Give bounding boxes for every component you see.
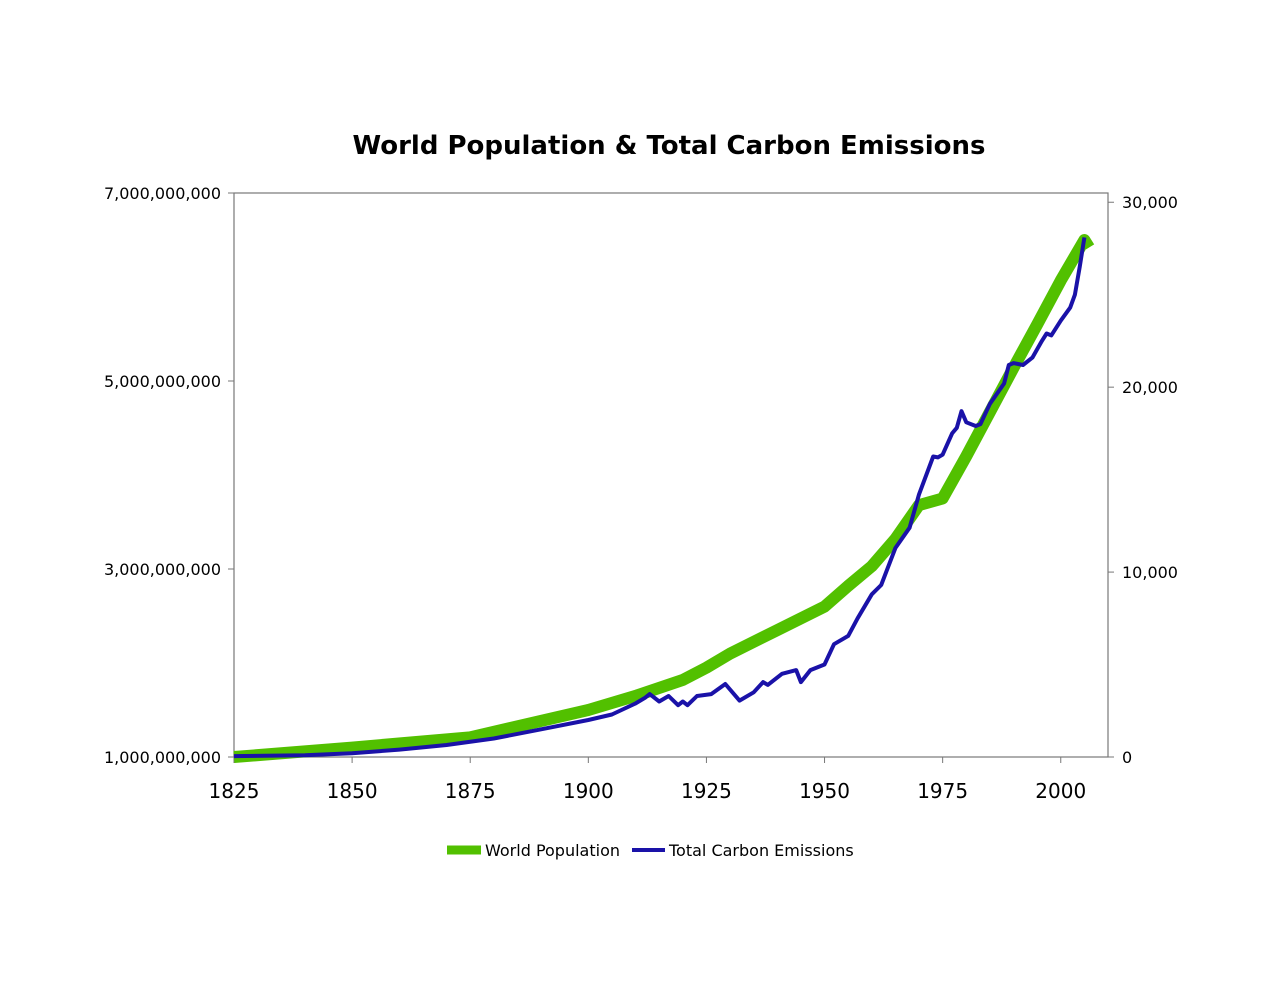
y-tick-label: 5,000,000,000: [104, 372, 221, 391]
x-tick-label: 1825: [209, 779, 260, 803]
legend-label-world-population: World Population: [485, 841, 620, 860]
y-tick-label: 7,000,000,000: [104, 184, 221, 203]
y2-tick-label: 10,000: [1122, 563, 1178, 582]
legend-label-total-carbon-emissions: Total Carbon Emissions: [668, 841, 854, 860]
x-tick-label: 1950: [799, 779, 850, 803]
x-tick-label: 2000: [1035, 779, 1086, 803]
x-tick-label: 1900: [563, 779, 614, 803]
chart-title: World Population & Total Carbon Emission…: [352, 131, 985, 161]
x-tick-label: 1875: [445, 779, 496, 803]
series-line-world-population: [233, 234, 1095, 763]
y-tick-label: 3,000,000,000: [104, 560, 221, 579]
y2-tick-label: 20,000: [1122, 378, 1178, 397]
y-tick-label: 1,000,000,000: [104, 748, 221, 767]
plot-area: [233, 192, 1109, 758]
x-tick-label: 1975: [917, 779, 968, 803]
y2-tick-label: 30,000: [1122, 193, 1178, 212]
x-tick-label: 1850: [327, 779, 378, 803]
y2-tick-label: 0: [1122, 748, 1132, 767]
legend: World Population Total Carbon Emissions: [447, 841, 854, 860]
series-line-total-carbon-emissions: [233, 237, 1087, 759]
x-tick-label: 1925: [681, 779, 732, 803]
